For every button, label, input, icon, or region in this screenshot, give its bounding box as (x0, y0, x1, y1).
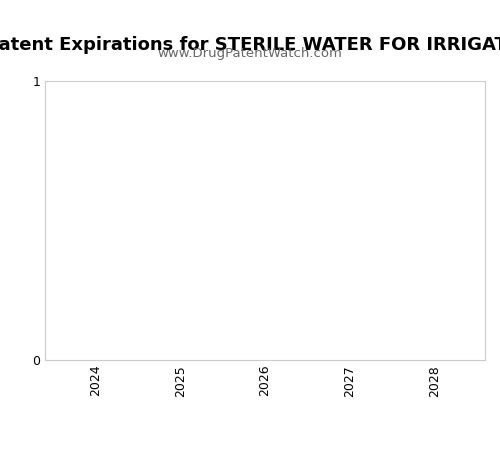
Text: www.DrugPatentWatch.com: www.DrugPatentWatch.com (158, 47, 342, 60)
Title: Patent Expirations for STERILE WATER FOR IRRIGATION: Patent Expirations for STERILE WATER FOR… (0, 36, 500, 54)
